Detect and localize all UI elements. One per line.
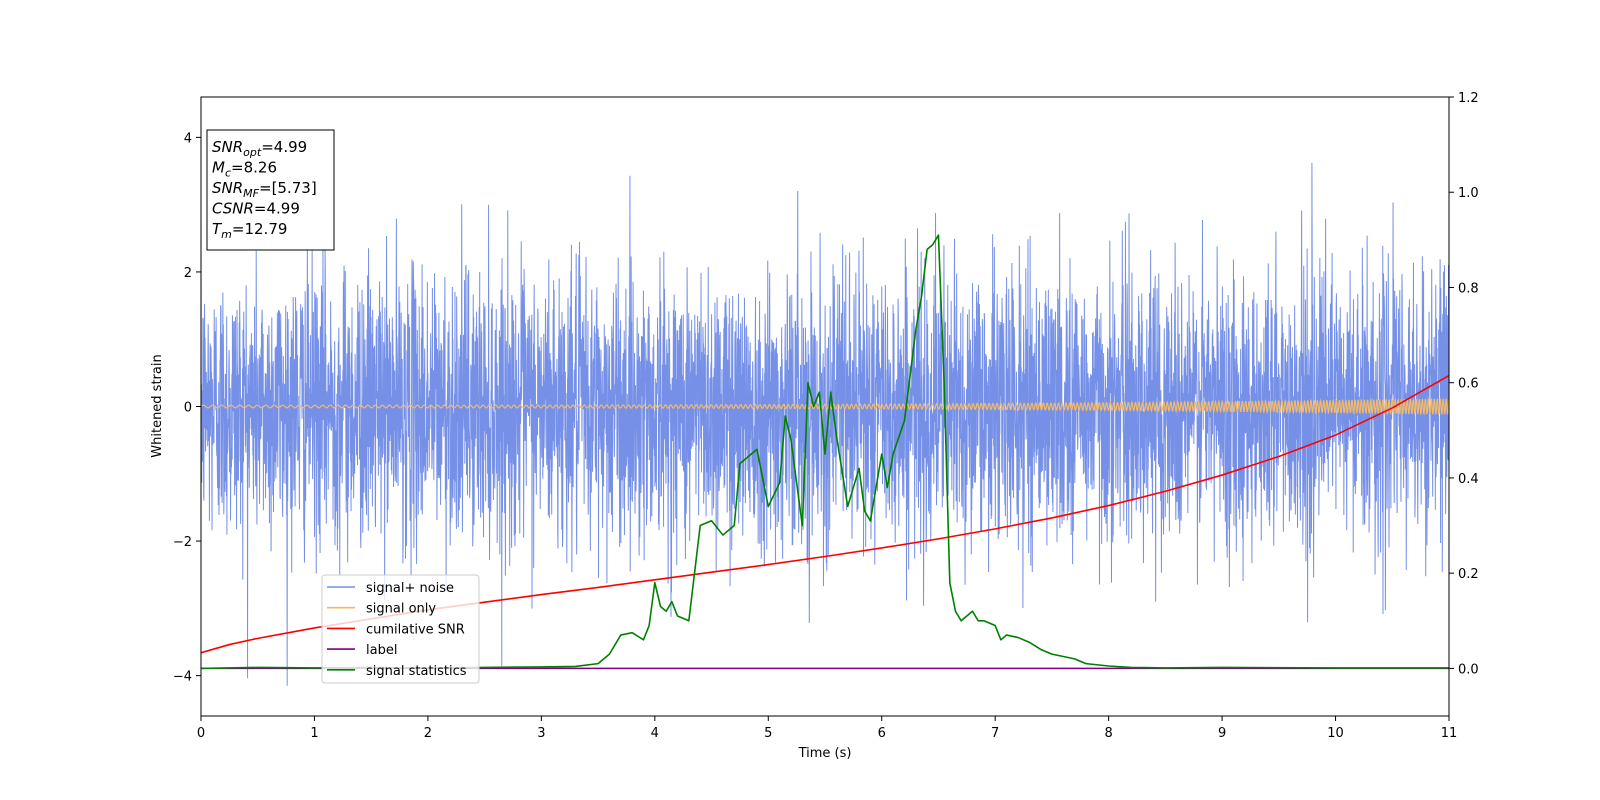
legend-label: signal+ noise bbox=[366, 581, 454, 596]
stats-box-frame bbox=[206, 129, 335, 251]
signal-statistics-line bbox=[201, 234, 1449, 670]
y2-tick-label: 0.0 bbox=[1458, 662, 1479, 677]
legend-frame bbox=[321, 574, 480, 684]
legend-label: signal only bbox=[366, 602, 436, 617]
series-signal-only bbox=[201, 397, 1449, 416]
y-tick-label: 2 bbox=[184, 266, 192, 281]
x-axis: 0 1 2 3 4 5 6 7 8 9 10 11 bbox=[197, 716, 1457, 741]
x-tick-label: 4 bbox=[651, 726, 659, 741]
y2-tick-label: 0.8 bbox=[1458, 281, 1479, 296]
y2-tick-label: 0.4 bbox=[1458, 472, 1479, 487]
y2-tick-label: 0.2 bbox=[1458, 567, 1479, 582]
y-tick-label: −2 bbox=[173, 535, 192, 550]
y-tick-label: −4 bbox=[173, 670, 192, 685]
x-tick-label: 11 bbox=[1441, 726, 1458, 741]
stats-line: SNRMF=[5.73] bbox=[212, 179, 317, 200]
noise-line bbox=[201, 162, 1449, 686]
x-tick-label: 7 bbox=[991, 726, 999, 741]
legend-label: signal statistics bbox=[366, 664, 467, 679]
stats-line: CSNR=4.99 bbox=[212, 200, 300, 218]
y-axis-label: Whitened strain bbox=[150, 354, 165, 457]
x-tick-label: 9 bbox=[1218, 726, 1226, 741]
series-signal-statistics bbox=[201, 234, 1449, 670]
y-axis-left: −4 −2 0 2 4 bbox=[173, 131, 201, 685]
x-tick-label: 0 bbox=[197, 726, 205, 741]
x-tick-label: 10 bbox=[1327, 726, 1344, 741]
y2-tick-label: 1.2 bbox=[1458, 91, 1479, 106]
y2-tick-label: 0.6 bbox=[1458, 377, 1479, 392]
x-axis-label: Time (s) bbox=[798, 746, 852, 761]
y-axis-right: 0.0 0.2 0.4 0.6 0.8 1.0 1.2 bbox=[1449, 91, 1479, 677]
stats-line: Mc=8.26 bbox=[212, 159, 277, 180]
y-tick-label: 4 bbox=[184, 131, 192, 146]
x-tick-label: 5 bbox=[764, 726, 772, 741]
y-tick-label: 0 bbox=[184, 401, 192, 416]
signal-line bbox=[201, 397, 1449, 416]
stats-line: SNRopt=4.99 bbox=[212, 138, 307, 159]
y2-tick-label: 1.0 bbox=[1458, 186, 1479, 201]
x-tick-label: 3 bbox=[537, 726, 545, 741]
x-tick-label: 2 bbox=[424, 726, 432, 741]
x-tick-label: 8 bbox=[1104, 726, 1112, 741]
legend: signal+ noise signal only cumilative SNR la… bbox=[321, 574, 480, 684]
series-signal-plus-noise bbox=[201, 162, 1449, 686]
legend-label: cumilative SNR bbox=[366, 622, 465, 637]
stats-line: Tm=12.79 bbox=[212, 220, 287, 241]
legend-label: label bbox=[366, 643, 397, 658]
x-tick-label: 6 bbox=[878, 726, 886, 741]
x-tick-label: 1 bbox=[310, 726, 318, 741]
